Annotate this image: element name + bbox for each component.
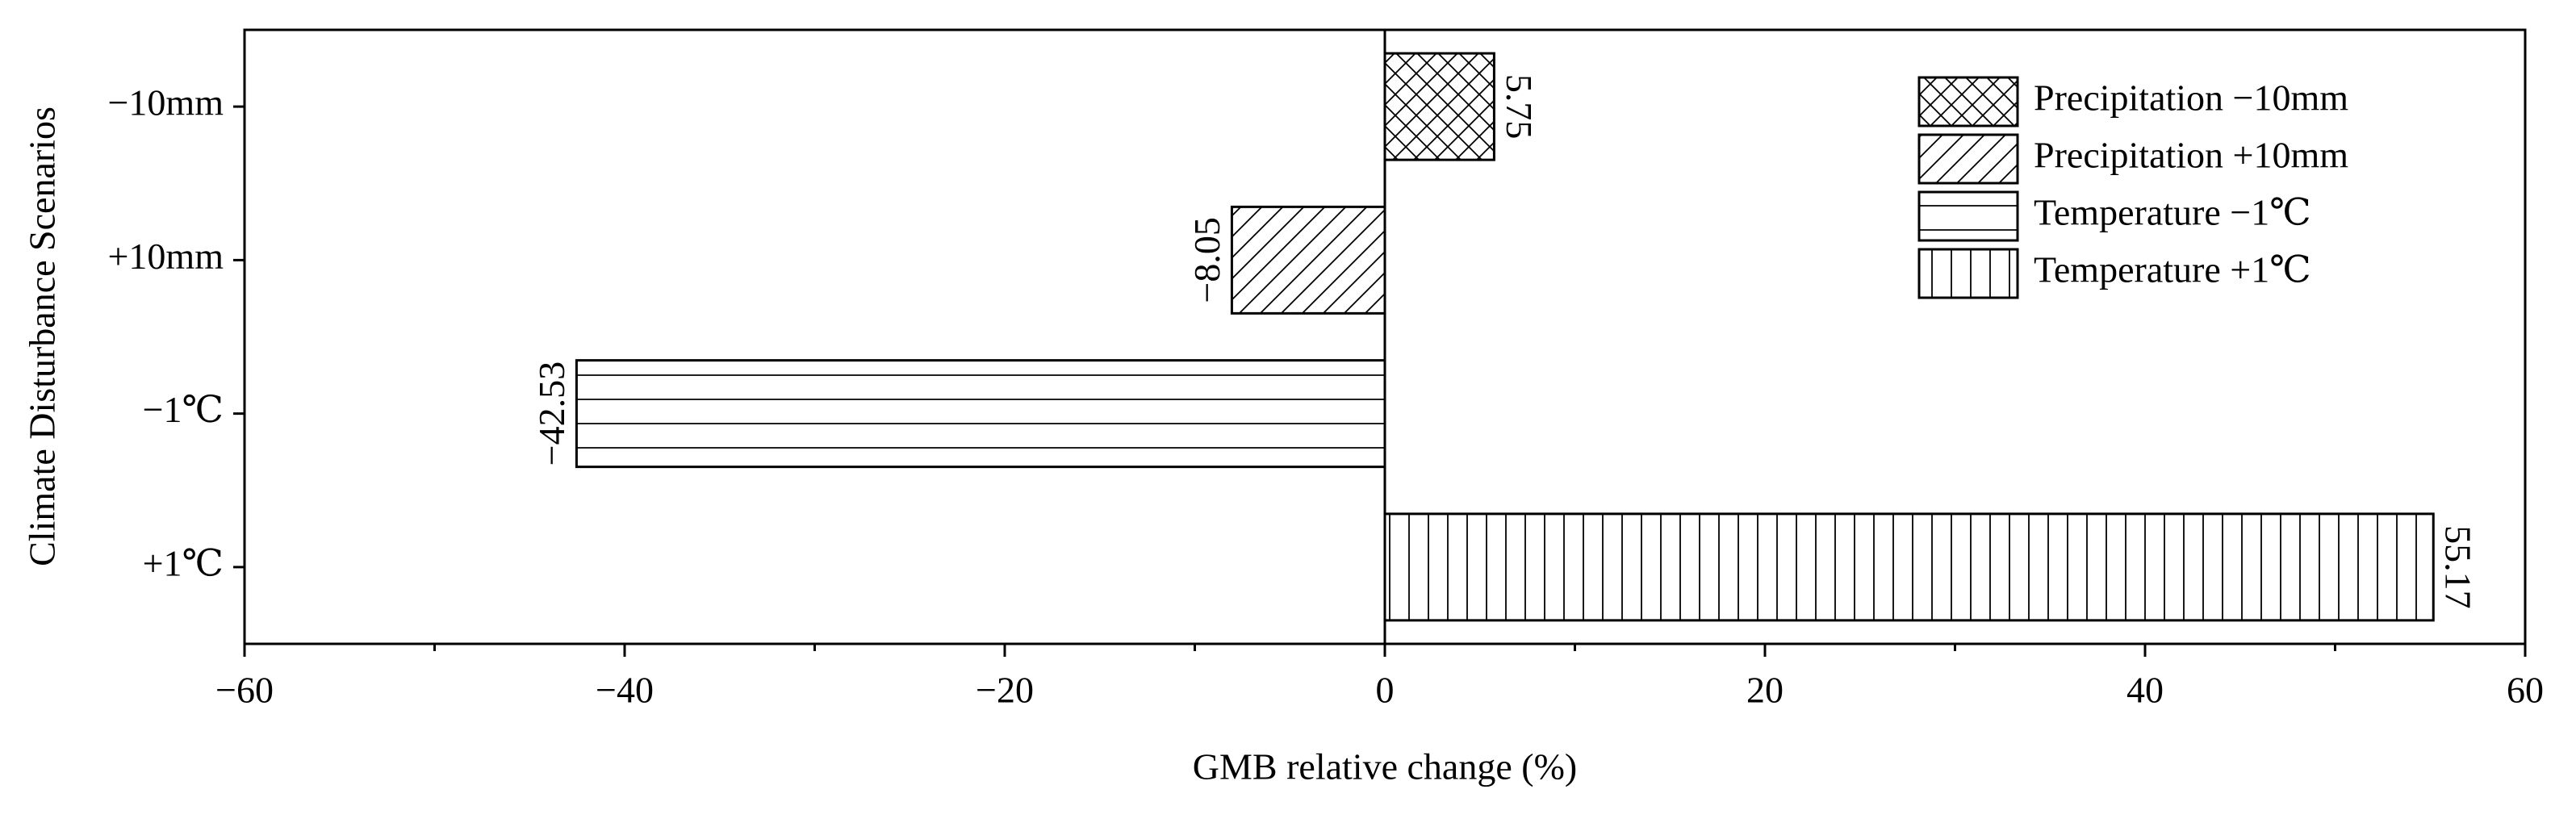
legend-swatch: [1917, 133, 2019, 185]
bar: [575, 359, 1386, 469]
y-tick-label: −1℃: [143, 389, 224, 430]
y-tick-label: +10mm: [107, 236, 224, 277]
y-axis-label: Climate Disturbance Scenarios: [22, 107, 63, 566]
bar: [1230, 205, 1386, 315]
legend-swatch: [1917, 76, 2019, 127]
plot-frame: [243, 28, 2527, 645]
x-tick-label: −20: [976, 670, 1034, 711]
data-label: −42.53: [531, 361, 572, 466]
x-tick-label: 60: [2507, 670, 2544, 711]
bar: [1383, 512, 2435, 622]
data-label: 55.17: [2438, 525, 2479, 609]
x-tick-label: 20: [1746, 670, 1784, 711]
data-label: 5.75: [1499, 74, 1540, 140]
x-tick-label: −60: [215, 670, 274, 711]
legend-label: Precipitation −10mm: [2034, 77, 2348, 119]
x-tick-label: −40: [596, 670, 654, 711]
x-tick-label: 0: [1376, 670, 1395, 711]
data-label: −8.05: [1186, 217, 1227, 303]
legend-label: Temperature +1℃: [2034, 249, 2311, 290]
x-axis-label: GMB relative change (%): [1193, 746, 1577, 787]
legend-label: Temperature −1℃: [2034, 192, 2311, 233]
y-tick-label: +1℃: [143, 542, 224, 583]
legend-label: Precipitation +10mm: [2034, 135, 2348, 176]
legend-swatch: [1917, 190, 2019, 242]
legend-swatch: [1917, 248, 2019, 299]
y-tick-label: −10mm: [107, 82, 224, 123]
bar: [1383, 52, 1495, 161]
x-tick-label: 40: [2126, 670, 2164, 711]
